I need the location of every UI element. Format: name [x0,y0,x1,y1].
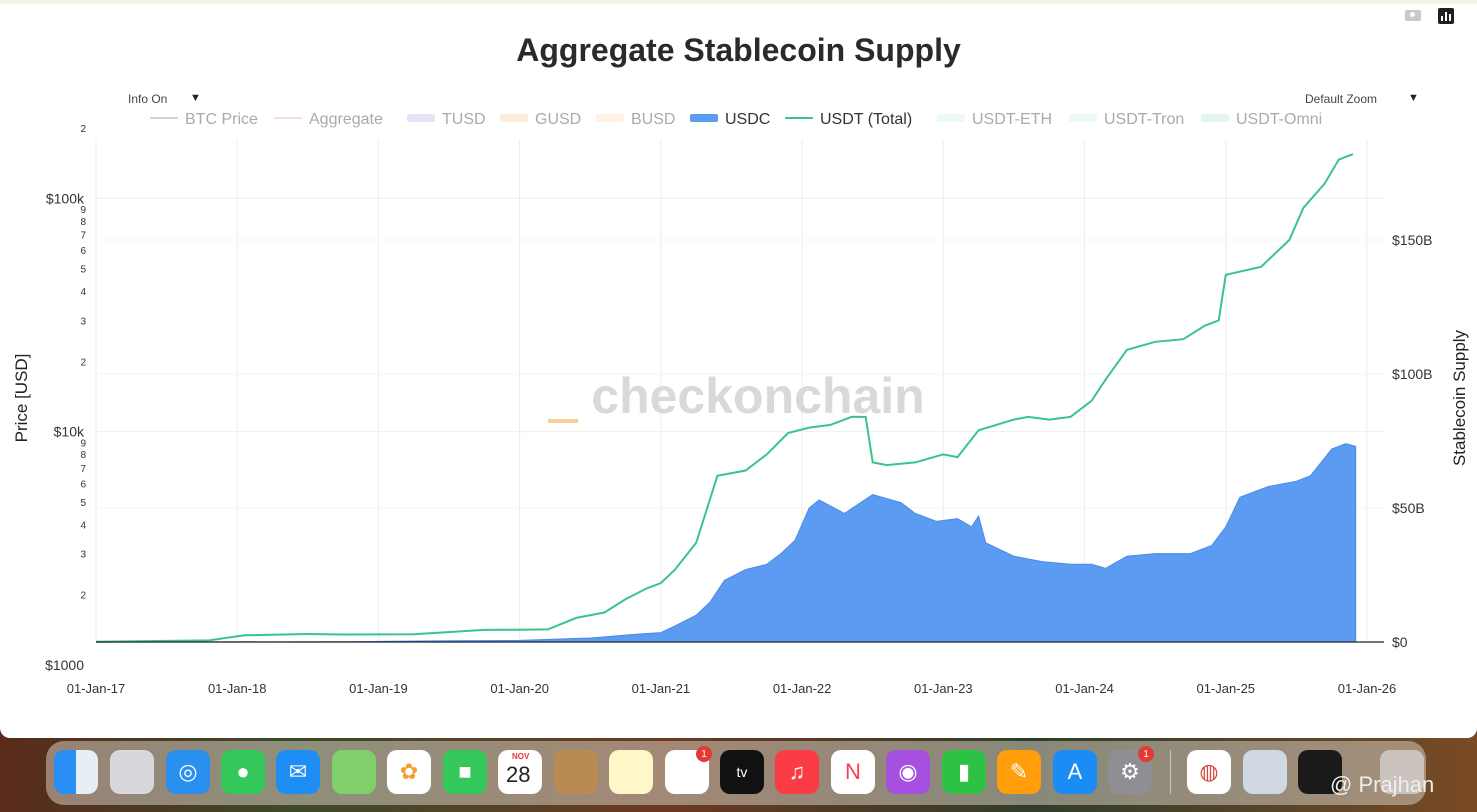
apple-tv-icon[interactable]: tv [720,750,764,794]
chart-card: Aggregate Stablecoin Supply Info On ▼ De… [0,0,1477,738]
zoom-dropdown-label: Default Zoom [1305,92,1378,106]
y-left-minor-label: 5 [80,265,86,276]
x-tick-label: 01-Jan-23 [914,681,973,696]
x-tick-label: 01-Jan-24 [1055,681,1114,696]
x-tick-label: 01-Jan-18 [208,681,267,696]
chevron-down-icon: ▼ [190,92,201,104]
calendar-icon[interactable]: NOV 28 [498,750,542,794]
news-icon[interactable]: N [831,750,875,794]
y-left-minor-label: 5 [80,498,86,509]
chrome-icon[interactable]: ◍ [1187,750,1231,794]
legend-swatch [500,114,528,122]
y-right-tick-label: $150B [1392,232,1432,248]
y-left-tick-label: $100k [46,190,85,206]
legend-item-label: USDT-ETH [972,111,1052,128]
y-right-tick-label: $0 [1392,634,1408,650]
legend-item-label: TUSD [442,111,486,128]
y-right-tick-label: $100B [1392,366,1432,382]
legend-item-label: BUSD [631,111,675,128]
usdt-total-line [95,153,1354,643]
chevron-down-icon: ▼ [1408,92,1419,104]
x-tick-label: 01-Jan-17 [67,681,126,696]
y-left-minor-label: 3 [80,550,86,561]
y-left-minor-label: 4 [80,287,86,298]
camera-icon[interactable] [1405,10,1421,21]
legend-swatch [937,114,965,122]
settings-badge: 1 [1138,746,1154,762]
watermark-accent [548,419,578,423]
y-left-minor-label: 4 [80,520,86,531]
y-left-minor-label: 3 [80,316,86,327]
y-left-minor-label: 9 [80,438,86,449]
chart-title: Aggregate Stablecoin Supply [516,32,961,68]
user-watermark: @ Prajhan [1330,772,1435,797]
y-left-minor-label: 2 [80,591,86,602]
info-dropdown[interactable]: Info On ▼ [128,92,201,106]
preview-icon[interactable] [1243,750,1287,794]
legend-item-label: BTC Price [185,111,258,128]
legend-swatch [1201,114,1229,122]
legend-swatch [690,114,718,122]
zoom-dropdown[interactable]: Default Zoom ▼ [1305,92,1419,106]
music-icon[interactable]: ♫ [775,750,819,794]
legend-swatch [1069,114,1097,122]
y-left-tick-label: $10k [54,424,85,440]
y-left-minor-label: 8 [80,217,86,228]
app-store-icon[interactable]: A [1053,750,1097,794]
reminders-badge: 1 [696,746,712,762]
legend-item-label: USDT (Total) [820,111,912,128]
legend-item-label: USDT-Tron [1104,111,1184,128]
numbers-icon[interactable]: ▮ [942,750,986,794]
x-tick-label: 01-Jan-26 [1338,681,1397,696]
y-right-tick-label: $50B [1392,500,1425,516]
photos-icon[interactable]: ✿ [387,750,431,794]
legend-swatch [407,114,435,122]
watermark-text: checkonchain [591,368,924,424]
launchpad-icon[interactable] [110,750,154,794]
y-left-minor-label: 9 [80,205,86,216]
plotly-logo-icon[interactable] [1438,8,1454,24]
usdc-area [95,443,1357,643]
chart-svg: checkonchain 01-Jan-17 01-Jan-18 01-Jan-19 0… [12,111,1469,696]
legend-item-label: USDC [725,111,770,128]
x-tick-label: 01-Jan-25 [1197,681,1256,696]
top-border [0,0,1477,4]
safari-icon[interactable]: ◎ [166,750,210,794]
y-left-tick-label: $1000 [45,657,84,673]
app-icon[interactable] [1298,750,1342,794]
legend-item-label: GUSD [535,111,581,128]
x-tick-label: 01-Jan-21 [632,681,691,696]
y-left-minor-label: 2 [80,357,86,368]
podcasts-icon[interactable]: ◉ [886,750,930,794]
messages-icon[interactable]: ● [221,750,265,794]
x-tick-label: 01-Jan-22 [773,681,832,696]
y-left-minor-label: 6 [80,246,86,257]
pages-icon[interactable]: ✎ [997,750,1041,794]
trash-icon[interactable] [1380,750,1424,794]
facetime-icon[interactable]: ■ [443,750,487,794]
calendar-day: 28 [506,762,531,787]
y-left-minor-label: 2 [80,124,86,135]
contacts-icon[interactable] [554,750,598,794]
notes-icon[interactable] [609,750,653,794]
x-tick-label: 01-Jan-20 [490,681,549,696]
x-tick-label: 01-Jan-19 [349,681,408,696]
y-left-minor-label: 6 [80,479,86,490]
mail-icon[interactable]: ✉ [276,750,320,794]
y-left-axis-title: Price [USD] [12,354,31,443]
legend-swatch [596,114,624,122]
y-left-minor-label: 7 [80,230,86,241]
y-right-axis-title: Stablecoin Supply [1450,329,1469,466]
legend-item-label: USDT-Omni [1236,111,1322,128]
legend-item-label: Aggregate [309,111,383,128]
y-left-minor-label: 7 [80,464,86,475]
dock-separator [1170,750,1171,794]
maps-icon[interactable] [332,750,376,794]
info-dropdown-label: Info On [128,92,168,106]
calendar-month: NOV [512,752,530,761]
y-left-minor-label: 8 [80,450,86,461]
finder-icon[interactable] [54,750,98,794]
